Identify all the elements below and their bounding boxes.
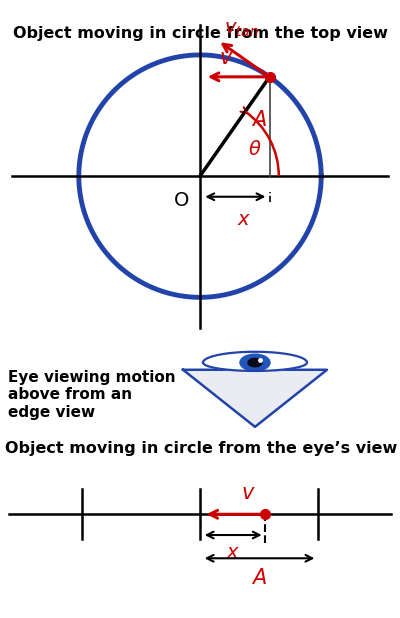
Text: Object moving in circle from the top view: Object moving in circle from the top vie… xyxy=(12,26,388,41)
Text: $A$: $A$ xyxy=(251,110,267,130)
Text: $x$: $x$ xyxy=(226,543,240,562)
Polygon shape xyxy=(183,370,327,427)
Text: $x$: $x$ xyxy=(237,210,252,229)
Text: Object moving in circle from the eye’s view: Object moving in circle from the eye’s v… xyxy=(4,441,397,455)
Ellipse shape xyxy=(240,354,270,371)
Ellipse shape xyxy=(248,358,262,366)
Text: $v_{tan}$: $v_{tan}$ xyxy=(224,20,259,40)
Polygon shape xyxy=(203,352,307,371)
Text: $\theta$: $\theta$ xyxy=(248,140,262,159)
Text: $A$: $A$ xyxy=(251,568,267,588)
Text: $v$: $v$ xyxy=(219,48,234,69)
Text: $v$: $v$ xyxy=(241,483,256,503)
Text: Eye viewing motion
above from an
edge view: Eye viewing motion above from an edge vi… xyxy=(8,370,176,420)
Text: O: O xyxy=(174,191,189,210)
